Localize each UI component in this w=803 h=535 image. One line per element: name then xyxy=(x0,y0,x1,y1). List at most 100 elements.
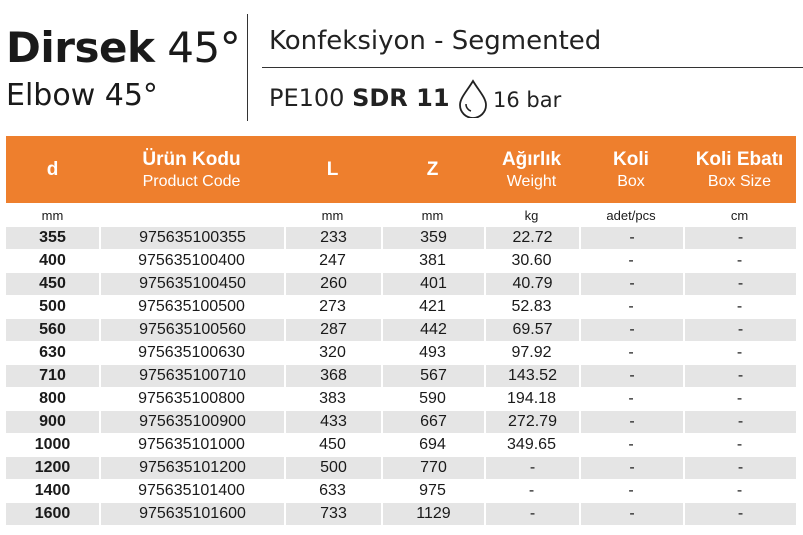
cell-box-size: - xyxy=(683,319,796,341)
cell-d: 355 xyxy=(6,227,99,249)
pressure-text: 16 bar xyxy=(493,88,562,112)
cell-z: 694 xyxy=(381,434,484,456)
vertical-divider xyxy=(247,14,248,121)
cell-weight: 349.65 xyxy=(484,434,579,456)
cell-d: 1000 xyxy=(6,434,99,456)
cell-weight: 194.18 xyxy=(484,388,579,410)
cell-product-code: 975635100710 xyxy=(99,365,284,387)
material-spec: PE100 SDR 11 xyxy=(269,82,450,114)
cell-product-code: 975635101200 xyxy=(99,457,284,479)
cell-l: 287 xyxy=(284,319,381,341)
cell-d: 560 xyxy=(6,319,99,341)
table-row: 560 975635100560 287 442 69.57- - xyxy=(6,319,796,342)
horizontal-divider xyxy=(262,67,803,68)
cell-z: 975 xyxy=(381,480,484,502)
cell-product-code: 975635100500 xyxy=(99,296,284,318)
cell-d: 1600 xyxy=(6,503,99,525)
cell-weight: 52.83 xyxy=(484,296,579,318)
cell-box: - xyxy=(579,296,683,318)
cell-box: - xyxy=(579,434,683,456)
cell-product-code: 975635101600 xyxy=(99,503,284,525)
table-row: 1000 975635101000 450 694 349.65- - xyxy=(6,434,796,457)
table-row: 800 975635100800 383 590 194.18- - xyxy=(6,388,796,411)
cell-weight: 97.92 xyxy=(484,342,579,364)
cell-box: - xyxy=(579,411,683,433)
cell-z: 421 xyxy=(381,296,484,318)
cell-l: 247 xyxy=(284,250,381,272)
column-header-weight: Ağırlık Weight xyxy=(501,148,562,190)
cell-z: 1129 xyxy=(381,503,484,525)
cell-weight: 143.52 xyxy=(484,365,579,387)
cell-l: 383 xyxy=(284,388,381,410)
table-row: 710 975635100710 368 567 143.52- - xyxy=(6,365,796,388)
table-row: 450 975635100450 260 401 40.79- - xyxy=(6,273,796,296)
cell-product-code: 975635101400 xyxy=(99,480,284,502)
cell-z: 770 xyxy=(381,457,484,479)
cell-box: - xyxy=(579,480,683,502)
pressure-rating: 16 bar xyxy=(456,78,566,118)
page-subtitle: Elbow 45° xyxy=(6,78,158,113)
cell-product-code: 975635100800 xyxy=(99,388,284,410)
product-header: Dirsek 45° Elbow 45° Konfeksiyon - Segme… xyxy=(0,0,803,135)
cell-d: 1200 xyxy=(6,457,99,479)
unit-label: mm xyxy=(421,208,444,223)
cell-box: - xyxy=(579,365,683,387)
cell-z: 442 xyxy=(381,319,484,341)
cell-box-size: - xyxy=(683,411,796,433)
cell-box-size: - xyxy=(683,342,796,364)
cell-d: 900 xyxy=(6,411,99,433)
cell-weight: - xyxy=(484,480,579,502)
column-header-box: Koli Box xyxy=(613,148,649,190)
cell-product-code: 975635101000 xyxy=(99,434,284,456)
cell-weight: - xyxy=(484,503,579,525)
cell-box: - xyxy=(579,388,683,410)
table-row: 500 975635100500 273 421 52.83- - xyxy=(6,296,796,319)
cell-d: 630 xyxy=(6,342,99,364)
water-drop-icon xyxy=(459,79,487,118)
cell-box: - xyxy=(579,503,683,525)
cell-z: 493 xyxy=(381,342,484,364)
cell-d: 800 xyxy=(6,388,99,410)
cell-product-code: 975635100400 xyxy=(99,250,284,272)
unit-label: kg xyxy=(524,208,539,223)
cell-l: 260 xyxy=(284,273,381,295)
column-header-l: L xyxy=(326,159,339,180)
cell-box-size: - xyxy=(683,388,796,410)
cell-d: 500 xyxy=(6,296,99,318)
segment-label: Konfeksiyon - Segmented xyxy=(269,26,602,56)
table-row: 355 975635100355 233 359 22.72- - xyxy=(6,227,796,250)
cell-weight: - xyxy=(484,457,579,479)
cell-z: 590 xyxy=(381,388,484,410)
cell-box: - xyxy=(579,227,683,249)
cell-z: 401 xyxy=(381,273,484,295)
cell-product-code: 975635100450 xyxy=(99,273,284,295)
title-angle: 45° xyxy=(167,23,241,72)
cell-product-code: 975635100560 xyxy=(99,319,284,341)
cell-box-size: - xyxy=(683,457,796,479)
page-title: Dirsek 45° xyxy=(6,23,241,72)
cell-z: 567 xyxy=(381,365,484,387)
cell-l: 733 xyxy=(284,503,381,525)
column-header-box-size: Koli Ebatı Box Size xyxy=(695,148,784,190)
table-row: 1400 975635101400 633 975- - - xyxy=(6,480,796,503)
cell-z: 381 xyxy=(381,250,484,272)
cell-box: - xyxy=(579,250,683,272)
table-row: 1600 975635101600 733 1129- - - xyxy=(6,503,796,526)
cell-d: 710 xyxy=(6,365,99,387)
table-row: 630 975635100630 320 493 97.92- - xyxy=(6,342,796,365)
column-header-d: d xyxy=(46,159,59,180)
cell-d: 450 xyxy=(6,273,99,295)
cell-weight: 40.79 xyxy=(484,273,579,295)
cell-box: - xyxy=(579,342,683,364)
table-row: 1200 975635101200 500 770- - - xyxy=(6,457,796,480)
cell-box-size: - xyxy=(683,227,796,249)
cell-d: 1400 xyxy=(6,480,99,502)
cell-box: - xyxy=(579,319,683,341)
unit-label xyxy=(99,206,284,226)
cell-l: 500 xyxy=(284,457,381,479)
table-row: 900 975635100900 433 667 272.79- - xyxy=(6,411,796,434)
cell-z: 359 xyxy=(381,227,484,249)
cell-weight: 272.79 xyxy=(484,411,579,433)
sdr-label: SDR 11 xyxy=(352,84,450,112)
unit-label: mm xyxy=(321,208,344,223)
